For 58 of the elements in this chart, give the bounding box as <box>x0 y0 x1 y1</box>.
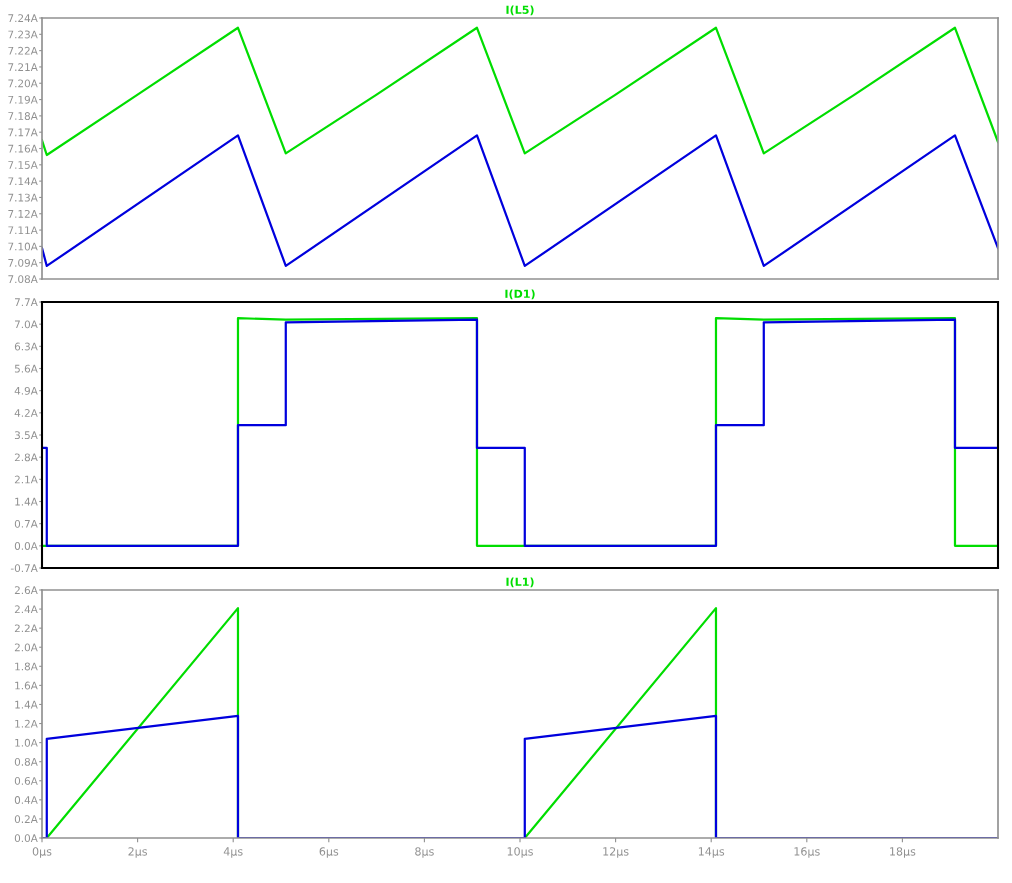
y-tick-label: 4.9A <box>14 386 38 395</box>
y-tick-label: 7.08A <box>8 275 38 284</box>
x-tick-label: 12µs <box>603 847 629 858</box>
y-tick-label: 0.0A <box>14 542 38 550</box>
x-tick-label: 8µs <box>415 847 434 858</box>
y-tick-label: 5.6A <box>14 364 38 373</box>
x-tick-label: 10µs <box>507 847 533 858</box>
y-tick-label: 6.3A <box>14 342 38 351</box>
y-tick-label: 1.8A <box>15 662 38 671</box>
x-tick-label: 18µs <box>890 847 916 858</box>
y-tick-label: -0.7A <box>10 564 38 573</box>
y-tick-label: 2.8A <box>14 453 38 462</box>
chart-title: I(L1) <box>506 577 534 588</box>
y-tick-label: 7.10A <box>8 242 38 251</box>
y-tick-label: 0.6A <box>14 777 38 785</box>
y-tick-label: 7.11A <box>8 226 38 235</box>
y-tick-label: 1.0A <box>15 738 38 747</box>
y-tick-label: 7.14A <box>8 177 38 186</box>
y-tick-label: 7.13A <box>8 193 38 202</box>
y-tick-label: 7.7A <box>15 298 38 306</box>
y-tick-label: 2.6A <box>14 586 38 595</box>
y-tick-label: 2.2A <box>14 624 38 633</box>
x-tick-label: 2µs <box>128 847 148 858</box>
x-tick-label: 4µs <box>223 847 243 858</box>
y-tick-label: 0.2A <box>14 815 38 824</box>
y-tick-label: 2.0A <box>14 643 38 652</box>
y-tick-label: 2.1A <box>14 475 38 484</box>
y-tick-label: 7.15A <box>8 161 38 169</box>
y-tick-label: 7.19A <box>8 95 38 104</box>
y-tick-label: 1.4A <box>15 700 38 709</box>
y-tick-label: 2.4A <box>14 605 38 614</box>
line-series <box>42 26 998 157</box>
y-tick-label: 7.0A <box>15 320 38 329</box>
y-tick-label: 7.16A <box>8 144 38 153</box>
y-tick-label: 7.09A <box>8 258 38 267</box>
y-tick-label: 7.22A <box>8 46 38 55</box>
y-tick-label: 0.8A <box>14 757 38 766</box>
y-tick-label: 7.18A <box>8 112 38 120</box>
y-tick-label: 7.21A <box>8 63 38 71</box>
x-tick-label: 16µs <box>794 847 820 858</box>
y-tick-label: 7.24A <box>8 14 38 22</box>
y-tick-label: 1.6A <box>15 681 38 690</box>
y-tick-label: 7.23A <box>8 30 38 39</box>
x-tick-label: 0µs <box>32 847 52 858</box>
y-tick-label: 1.2A <box>15 719 38 728</box>
y-tick-label: 0.7A <box>14 519 38 528</box>
x-tick-label: 14µs <box>698 847 725 858</box>
y-tick-label: 7.20A <box>8 79 38 88</box>
y-tick-label: 3.5A <box>14 431 38 440</box>
y-tick-label: 1.4A <box>15 497 38 506</box>
y-tick-label: 0.4A <box>14 796 38 804</box>
y-tick-label: 0.0A <box>14 834 38 843</box>
chart-title: I(L5) <box>506 5 534 16</box>
y-tick-label: 7.12A <box>8 209 38 218</box>
y-tick-label: 4.2A <box>14 409 38 417</box>
chart-title: I(D1) <box>505 289 535 300</box>
x-tick-label: 6µs <box>319 847 339 858</box>
y-tick-label: 7.17A <box>8 128 38 137</box>
